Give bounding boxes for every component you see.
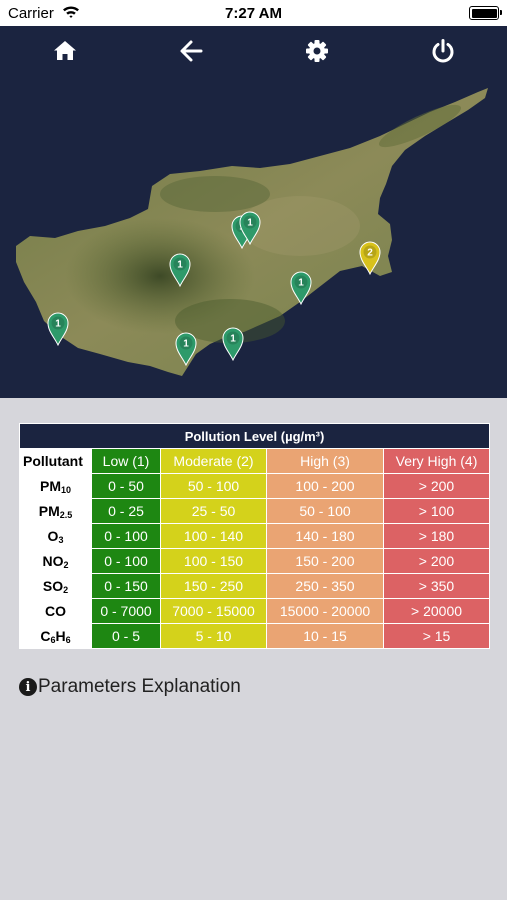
cell-high: 250 - 350 (266, 573, 384, 599)
map-marker-pin[interactable]: 1 (175, 332, 197, 367)
cell-low: 0 - 150 (91, 573, 161, 599)
pollution-level-table: Pollution Level (µg/m³) Pollutant Low (1… (18, 423, 491, 649)
cell-very-high: > 350 (382, 573, 491, 599)
cell-high: 15000 - 20000 (266, 598, 384, 624)
table-row: SO2 0 - 150 150 - 250 250 - 350 > 350 (19, 573, 491, 599)
cell-moderate: 100 - 150 (160, 548, 267, 574)
home-icon[interactable] (52, 38, 78, 64)
content-panel: Pollution Level (µg/m³) Pollutant Low (1… (0, 398, 507, 900)
cell-moderate: 50 - 100 (160, 473, 267, 499)
carrier-label: Carrier (8, 5, 54, 22)
cell-very-high: > 180 (382, 523, 491, 549)
cell-moderate: 5 - 10 (160, 623, 267, 649)
cell-low: 0 - 100 (91, 548, 161, 574)
pollutant-name: CO (19, 598, 92, 624)
cell-moderate: 7000 - 15000 (160, 598, 267, 624)
map-view[interactable]: 11111112 (0, 26, 507, 398)
marker-count: 1 (230, 334, 236, 345)
troodos-mountains (65, 218, 255, 334)
pollutant-name: NO2 (19, 548, 92, 574)
cell-very-high: > 20000 (382, 598, 491, 624)
table-row: NO2 0 - 100 100 - 150 150 - 200 > 200 (19, 548, 491, 574)
cell-high: 140 - 180 (266, 523, 384, 549)
parameters-explanation-link[interactable]: i Parameters Explanation (19, 674, 241, 700)
header-moderate: Moderate (2) (160, 448, 267, 474)
back-arrow-icon[interactable] (179, 38, 205, 64)
pollutant-name: PM2.5 (19, 498, 92, 524)
header-pollutant: Pollutant (19, 448, 92, 474)
info-icon: i (19, 678, 37, 696)
marker-count: 1 (183, 339, 189, 350)
gear-icon[interactable] (304, 38, 330, 64)
cell-high: 10 - 15 (266, 623, 384, 649)
map-marker-pin[interactable]: 1 (290, 271, 312, 306)
table-row: PM2.5 0 - 25 25 - 50 50 - 100 > 100 (19, 498, 491, 524)
pollutant-name: SO2 (19, 573, 92, 599)
cell-very-high: > 200 (382, 473, 491, 499)
wifi-icon (63, 6, 79, 18)
table-row: O3 0 - 100 100 - 140 140 - 180 > 180 (19, 523, 491, 549)
marker-count: 1 (247, 218, 253, 229)
battery-icon (469, 6, 502, 20)
table-row: PM10 0 - 50 50 - 100 100 - 200 > 200 (19, 473, 491, 499)
cell-moderate: 100 - 140 (160, 523, 267, 549)
map-marker-pin[interactable]: 1 (239, 211, 261, 246)
cell-very-high: > 200 (382, 548, 491, 574)
map-marker-pin[interactable]: 1 (222, 327, 244, 362)
cell-high: 100 - 200 (266, 473, 384, 499)
pollutant-name: O3 (19, 523, 92, 549)
table-caption: Pollution Level (µg/m³) (18, 423, 491, 449)
station-markers: 11111112 (47, 211, 381, 367)
header-high: High (3) (266, 448, 384, 474)
cell-low: 0 - 100 (91, 523, 161, 549)
table-row: CO 0 - 7000 7000 - 15000 15000 - 20000 > 200… (19, 598, 491, 624)
clock: 7:27 AM (225, 5, 282, 22)
cell-moderate: 150 - 250 (160, 573, 267, 599)
cell-high: 50 - 100 (266, 498, 384, 524)
header-low: Low (1) (91, 448, 161, 474)
marker-count: 2 (367, 248, 373, 259)
pollutant-name: C6H6 (19, 623, 92, 649)
parameters-explanation-label: Parameters Explanation (38, 676, 241, 697)
cell-low: 0 - 50 (91, 473, 161, 499)
marker-count: 1 (298, 278, 304, 289)
power-icon[interactable] (430, 38, 456, 64)
map-marker-pin[interactable]: 1 (47, 312, 69, 347)
status-bar: Carrier 7:27 AM (0, 0, 507, 26)
cell-moderate: 25 - 50 (160, 498, 267, 524)
cell-low: 0 - 5 (91, 623, 161, 649)
marker-count: 1 (55, 319, 61, 330)
header-very-high: Very High (4) (382, 448, 491, 474)
cell-very-high: > 15 (382, 623, 491, 649)
cell-low: 0 - 25 (91, 498, 161, 524)
cell-very-high: > 100 (382, 498, 491, 524)
marker-count: 1 (177, 260, 183, 271)
pollutant-name: PM10 (19, 473, 92, 499)
map-marker-pin[interactable]: 1 (169, 253, 191, 288)
cell-low: 0 - 7000 (91, 598, 161, 624)
map-marker-pin[interactable]: 2 (359, 241, 381, 276)
cell-high: 150 - 200 (266, 548, 384, 574)
